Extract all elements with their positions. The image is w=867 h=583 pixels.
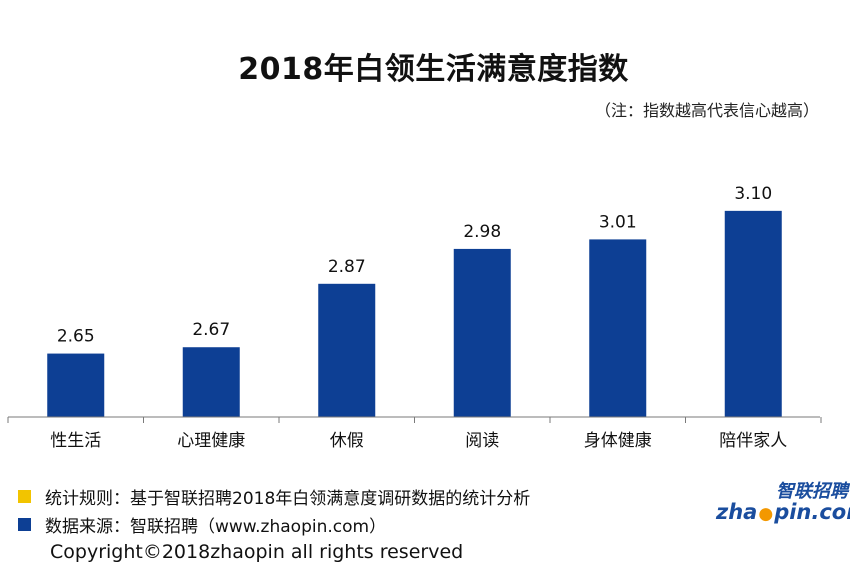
bar-1 — [182, 347, 240, 417]
value-label-2: 2.87 — [328, 257, 366, 277]
chart-subtitle: （注：指数越高代表信心越高） — [594, 101, 819, 120]
category-label-1: 心理健康 — [177, 431, 245, 451]
chart-title: 2018年白领生活满意度指数 — [238, 52, 629, 87]
value-label-4: 3.01 — [599, 212, 637, 232]
bars-group — [47, 210, 782, 417]
value-labels-group: 2.65 2.67 2.87 2.98 3.01 3.10 — [57, 184, 772, 347]
category-label-0: 性生活 — [50, 431, 101, 451]
category-label-5: 陪伴家人 — [719, 431, 787, 451]
category-label-2: 休假 — [330, 431, 364, 451]
note-source: 数据来源：智联招聘（www.zhaopin.com） — [18, 510, 530, 538]
logo-english-text: zha●pin.com — [715, 500, 850, 524]
x-axis-ticks — [7, 417, 822, 423]
bar-3 — [453, 248, 511, 417]
note-rule: 统计规则：基于智联招聘2018年白领满意度调研数据的统计分析 — [18, 482, 530, 510]
bar-2 — [318, 283, 376, 417]
copyright-text: Copyright©2018zhaopin all rights reserve… — [50, 541, 464, 563]
bar-5 — [724, 210, 782, 417]
value-label-5: 3.10 — [734, 184, 772, 204]
note-source-swatch — [18, 517, 31, 531]
note-rule-swatch — [18, 489, 31, 503]
note-rule-text: 统计规则：基于智联招聘2018年白领满意度调研数据的统计分析 — [45, 488, 531, 509]
value-label-0: 2.65 — [57, 327, 95, 347]
note-source-text: 数据来源：智联招聘（www.zhaopin.com） — [45, 516, 387, 537]
category-label-3: 阅读 — [465, 431, 499, 451]
value-label-3: 2.98 — [463, 222, 501, 242]
bar-0 — [47, 353, 105, 417]
notes: 统计规则：基于智联招聘2018年白领满意度调研数据的统计分析 数据来源：智联招聘… — [18, 482, 530, 538]
category-label-4: 身体健康 — [584, 431, 652, 451]
value-label-1: 2.67 — [192, 320, 230, 340]
bar-4 — [589, 239, 647, 417]
logo-chinese-text: 智联招聘 — [776, 481, 850, 502]
zhaopin-logo: 智联招聘 zha●pin.com — [715, 481, 850, 524]
category-labels-group: 性生活 心理健康 休假 阅读 身体健康 陪伴家人 — [50, 431, 787, 451]
